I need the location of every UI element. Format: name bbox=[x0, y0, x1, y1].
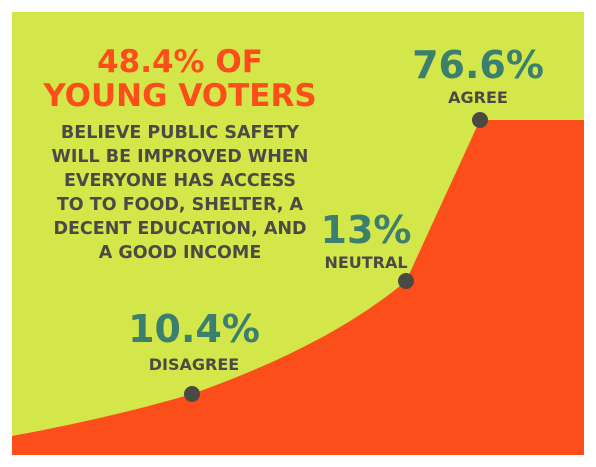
body-line-3: EVERYONE HAS ACCESS bbox=[64, 171, 296, 191]
category-label-agree: AGREE bbox=[448, 88, 508, 107]
value-label-neutral: 13% bbox=[321, 208, 412, 252]
headline-stat: 48.4% OF bbox=[97, 44, 263, 80]
headline-block: 48.4% OF YOUNG VOTERS BELIEVE PUBLIC SAF… bbox=[42, 44, 316, 263]
body-line-1: BELIEVE PUBLIC SAFETY bbox=[61, 123, 299, 143]
data-point-disagree bbox=[184, 386, 200, 402]
category-label-disagree: DISAGREE bbox=[149, 355, 239, 374]
area-fill bbox=[12, 120, 584, 455]
category-label-neutral: NEUTRAL bbox=[324, 253, 407, 272]
headline-subject: YOUNG VOTERS bbox=[42, 78, 316, 114]
body-line-5: DECENT EDUCATION, AND bbox=[53, 219, 306, 239]
value-label-agree: 76.6% bbox=[412, 43, 544, 87]
body-line-4: TO TO FOOD, SHELTER, A bbox=[57, 195, 304, 215]
value-labels: 10.4% DISAGREE 13%NEUTRAL 76.6%AGREE bbox=[128, 43, 544, 374]
value-label-disagree: 10.4% bbox=[128, 307, 260, 351]
data-point-agree bbox=[472, 112, 488, 128]
body-line-6: A GOOD INCOME bbox=[99, 243, 262, 263]
data-point-neutral bbox=[398, 273, 414, 289]
body-line-2: WILL BE IMPROVED WHEN bbox=[52, 147, 309, 167]
data-points bbox=[184, 112, 488, 402]
